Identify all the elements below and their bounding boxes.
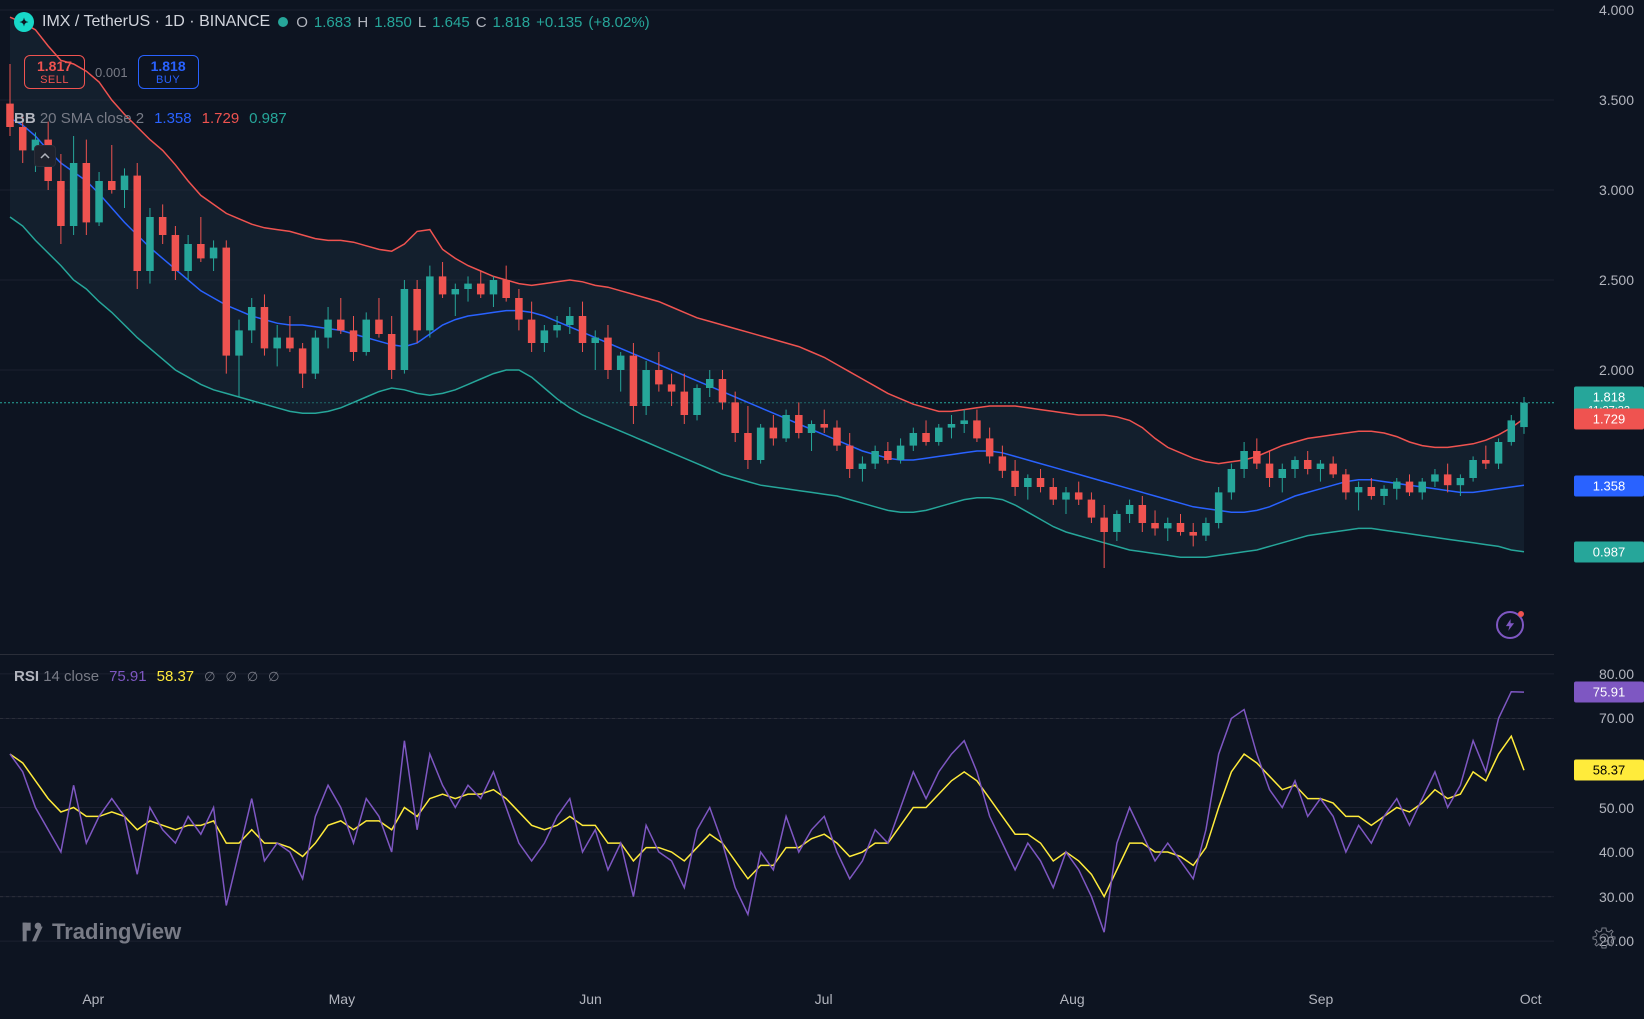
sell-button[interactable]: 1.817 SELL — [24, 55, 85, 89]
rsi-indicator-legend[interactable]: RSI 14 close 75.91 58.37 ∅ ∅ ∅ ∅ — [14, 668, 279, 685]
chevron-up-icon — [40, 151, 50, 161]
price-chart-svg[interactable] — [0, 0, 1554, 654]
main-chart-panel: ✦ IMX / TetherUS · 1D · BINANCE O1.683 H… — [0, 0, 1554, 655]
tv-logo-icon — [20, 920, 44, 944]
rsi-axis[interactable]: 80.0070.0050.0040.0030.0020.0075.9158.37 — [1554, 660, 1644, 960]
price-axis[interactable]: 4.0003.5003.0002.5002.0001.81811:27:221.… — [1554, 0, 1644, 655]
time-axis[interactable]: AprMayJunJulAugSepOct — [0, 979, 1554, 1019]
token-icon: ✦ — [14, 12, 34, 32]
bb-upper-value: 1.729 — [202, 110, 240, 127]
chart-header: ✦ IMX / TetherUS · 1D · BINANCE O1.683 H… — [14, 12, 650, 32]
empty-slot: ∅ — [225, 669, 236, 685]
spread-label: 0.001 — [95, 65, 128, 80]
status-dot-icon — [278, 17, 288, 27]
trade-buttons: 1.817 SELL 0.001 1.818 BUY — [24, 55, 199, 89]
gear-icon — [1592, 926, 1616, 950]
tradingview-logo[interactable]: TradingView — [20, 919, 181, 945]
pair-label[interactable]: IMX / TetherUS · 1D · BINANCE — [42, 13, 270, 31]
flash-alert-button[interactable] — [1496, 611, 1524, 639]
lightning-icon — [1503, 618, 1517, 632]
expand-button[interactable] — [34, 145, 56, 167]
bb-mid-value: 1.358 — [154, 110, 192, 127]
bb-indicator-legend[interactable]: BB 20 SMA close 2 1.358 1.729 0.987 — [14, 110, 287, 127]
buy-button[interactable]: 1.818 BUY — [138, 55, 199, 89]
ohlc-display: O1.683 H1.850 L1.645 C1.818 +0.135 (+8.0… — [296, 14, 649, 31]
settings-button[interactable] — [1592, 926, 1616, 950]
bb-lower-value: 0.987 — [249, 110, 287, 127]
rsi-chart-svg[interactable] — [0, 660, 1554, 960]
rsi-yellow-value: 58.37 — [157, 668, 195, 685]
rsi-purple-value: 75.91 — [109, 668, 147, 685]
empty-slot: ∅ — [247, 669, 258, 685]
empty-slot: ∅ — [204, 669, 215, 685]
empty-slot: ∅ — [268, 669, 279, 685]
rsi-panel: RSI 14 close 75.91 58.37 ∅ ∅ ∅ ∅ Trading… — [0, 660, 1554, 960]
